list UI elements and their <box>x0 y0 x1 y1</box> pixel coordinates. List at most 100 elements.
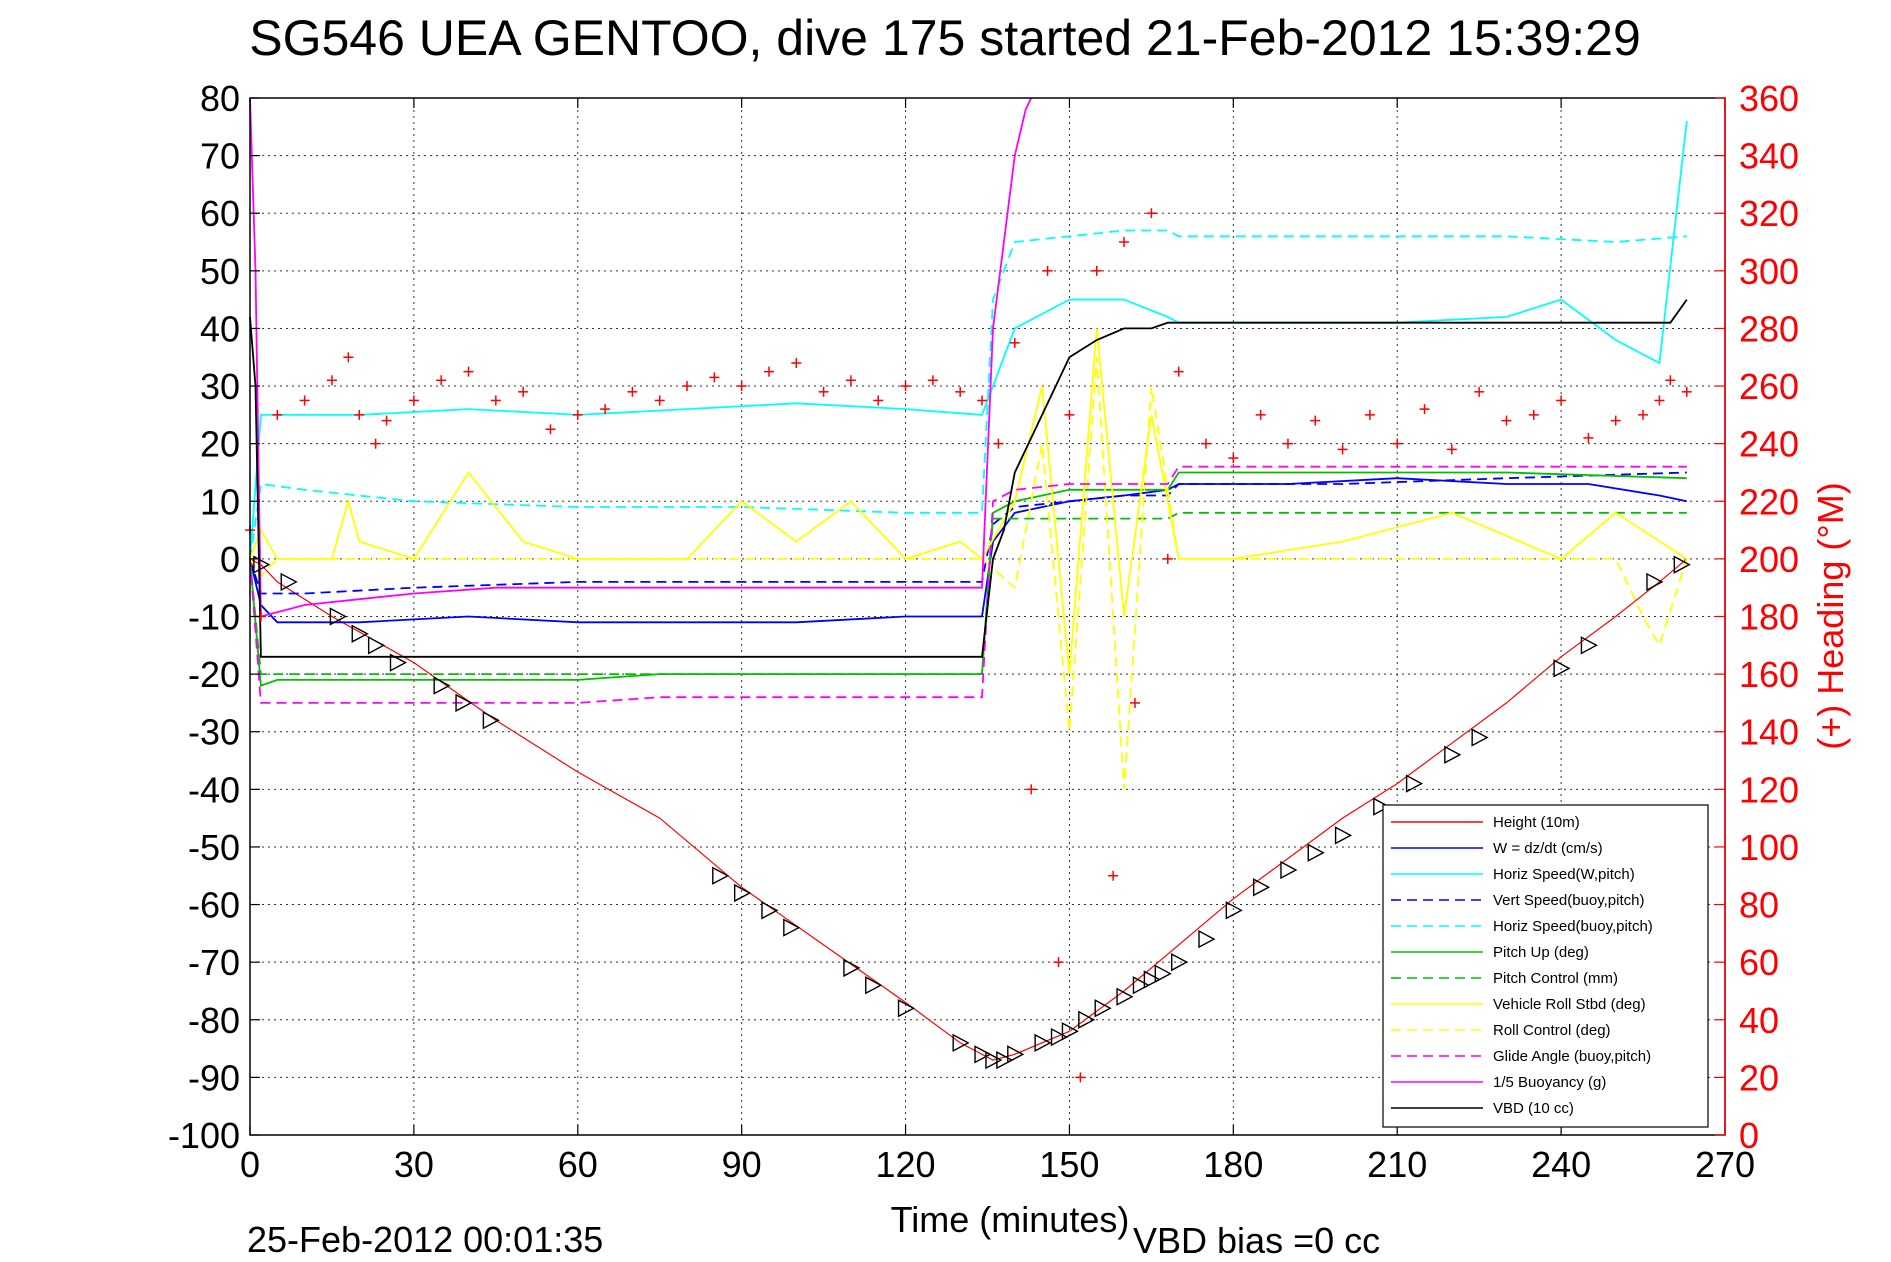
legend-entry: Roll Control (deg) <box>1493 1022 1611 1039</box>
heading-marker <box>993 438 1004 449</box>
heading-marker <box>927 375 938 386</box>
heading-marker <box>1282 438 1293 449</box>
heading-marker <box>272 409 283 420</box>
heading-marker <box>682 381 693 392</box>
heading-marker <box>600 404 611 415</box>
depth-marker <box>389 653 407 672</box>
y-tick-label: 10 <box>200 481 240 522</box>
legend-entry: VBD (10 cc) <box>1493 1100 1574 1117</box>
depth-marker <box>1307 843 1325 862</box>
depth-marker <box>974 1045 992 1064</box>
heading-marker <box>1026 784 1037 795</box>
heading-marker <box>736 381 747 392</box>
depth-marker <box>1673 555 1691 574</box>
y-tick-label: 40 <box>200 308 240 349</box>
right-tick-label: 260 <box>1739 366 1799 407</box>
heading-marker <box>1474 386 1485 397</box>
right-tick-label: 80 <box>1739 885 1779 926</box>
depth-marker <box>1198 929 1216 949</box>
legend-entry: 1/5 Buoyancy (g) <box>1493 1074 1606 1091</box>
heading-marker <box>381 415 392 426</box>
heading-marker <box>1654 395 1665 406</box>
heading-marker <box>370 438 381 449</box>
heading-marker <box>1173 366 1184 377</box>
heading-marker <box>408 395 419 406</box>
right-tick-label: 140 <box>1739 712 1799 753</box>
heading-marker <box>1108 870 1119 881</box>
depth-marker <box>712 866 730 885</box>
right-tick-label: 60 <box>1739 942 1779 983</box>
x-tick-label: 180 <box>1203 1144 1263 1185</box>
heading-marker <box>955 386 966 397</box>
legend-entry: W = dz/dt (cm/s) <box>1493 840 1603 857</box>
chart-title: SG546 UEA GENTOO, dive 175 started 21-Fe… <box>249 10 1641 66</box>
heading-marker <box>709 372 720 383</box>
heading-marker <box>1556 395 1567 406</box>
heading-marker <box>299 395 310 406</box>
y-tick-label: -10 <box>188 597 240 638</box>
legend-entry: Glide Angle (buoy,pitch) <box>1493 1048 1651 1065</box>
x-axis-ticks: 0 30 60 90 120 150 180 210 240 270 <box>240 98 1755 1185</box>
right-tick-label: 340 <box>1739 136 1799 177</box>
heading-marker <box>343 352 354 363</box>
heading-marker <box>1392 438 1403 449</box>
right-tick-label: 220 <box>1739 481 1799 522</box>
x-tick-label: 270 <box>1695 1144 1755 1185</box>
legend-entry: Horiz Speed(W,pitch) <box>1493 866 1635 883</box>
right-tick-label: 0 <box>1739 1115 1759 1156</box>
x-tick-label: 150 <box>1039 1144 1099 1185</box>
depth-marker <box>1050 1027 1069 1047</box>
heading-marker <box>763 366 774 377</box>
y-tick-label: 80 <box>200 78 240 119</box>
x-axis-label: Time (minutes) <box>891 1199 1130 1240</box>
y-tick-label: -50 <box>188 827 240 868</box>
y-tick-label: 30 <box>200 366 240 407</box>
right-tick-label: 160 <box>1739 654 1799 695</box>
y-tick-label: -30 <box>188 712 240 753</box>
heading-marker <box>1665 375 1676 386</box>
depth-marker <box>985 1050 1003 1070</box>
footer-vbd-bias: VBD bias =0 cc <box>1133 1220 1380 1261</box>
y-tick-label: 50 <box>200 251 240 292</box>
series-line-6 <box>249 511 1687 675</box>
heading-marker <box>1053 957 1064 968</box>
legend-entry: Vehicle Roll Stbd (deg) <box>1493 996 1646 1013</box>
depth-marker <box>253 555 271 574</box>
x-tick-label: 0 <box>240 1144 260 1185</box>
depth-marker <box>482 711 500 730</box>
depth-marker <box>1078 1010 1096 1029</box>
depth-marker <box>1646 572 1664 592</box>
depth-marker <box>783 918 801 937</box>
depth-marker <box>843 958 861 978</box>
legend-box <box>1382 804 1709 1128</box>
heading-marker <box>1310 415 1321 426</box>
series-line-10 <box>249 97 1033 618</box>
heading-marker <box>1162 553 1173 564</box>
heading-marker <box>1146 208 1157 219</box>
depth-marker <box>1225 901 1243 920</box>
legend-entry: Pitch Control (mm) <box>1493 970 1618 987</box>
y-tick-label: -100 <box>168 1115 240 1156</box>
right-tick-label: 300 <box>1739 251 1799 292</box>
series-line-2 <box>249 120 1688 559</box>
right-tick-label: 100 <box>1739 827 1799 868</box>
depth-marker <box>1094 999 1112 1018</box>
right-tick-label: 180 <box>1739 597 1799 638</box>
series-line-9 <box>249 465 1687 704</box>
x-tick-label: 210 <box>1367 1144 1427 1185</box>
markers-layer <box>245 208 1692 1083</box>
depth-marker <box>1252 878 1271 897</box>
heading-marker <box>1201 438 1212 449</box>
depth-marker <box>367 636 386 655</box>
heading-marker <box>354 409 365 420</box>
heading-marker <box>1009 337 1020 348</box>
depth-marker <box>1334 826 1353 845</box>
series-line-11 <box>249 299 1688 658</box>
legend: Height (10m) W = dz/dt (cm/s) Horiz Speed(… <box>1382 804 1709 1128</box>
heading-marker <box>1075 1072 1086 1083</box>
heading-marker <box>1446 444 1457 455</box>
series-line-4 <box>249 229 1687 560</box>
legend-entry: Vert Speed(buoy,pitch) <box>1493 892 1644 909</box>
depth-marker <box>1061 1022 1079 1041</box>
